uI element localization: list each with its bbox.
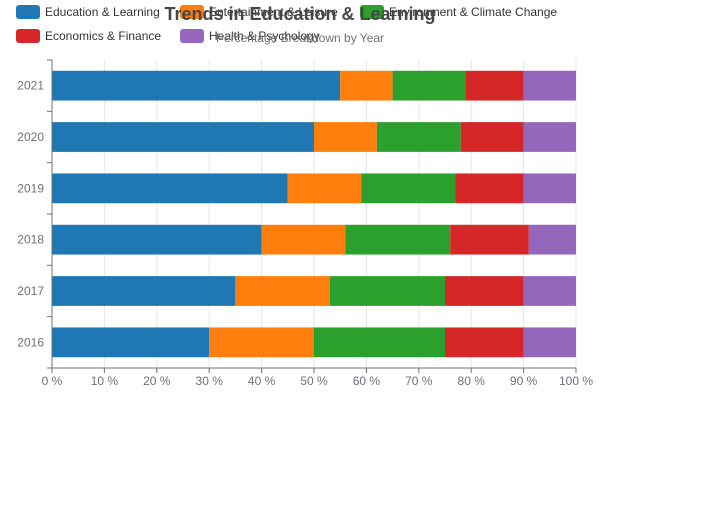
y-tick-label: 2020 (17, 130, 44, 144)
legend-item[interactable]: Economics & Finance (16, 29, 161, 43)
x-tick-label: 0 % (42, 374, 63, 388)
legend-label: Education & Learning (45, 5, 160, 19)
legend: Education & Learning Entertainment & Leis… (16, 5, 557, 43)
x-tick-label: 60 % (353, 374, 381, 388)
y-tick-label: 2021 (17, 79, 44, 93)
bar-segment[interactable] (52, 327, 210, 358)
legend-label: Environment & Climate Change (389, 5, 557, 19)
bar-segment[interactable] (329, 276, 445, 306)
x-tick-label: 20 % (143, 374, 171, 388)
bar-segment[interactable] (340, 70, 393, 101)
bar-segment[interactable] (376, 122, 461, 152)
legend-swatch (16, 5, 40, 19)
y-tick-label: 2019 (17, 181, 44, 195)
chart-subtitle: Percentage Breakdown by Year (216, 31, 384, 45)
legend-item[interactable]: Entertainment & Leisure (180, 5, 338, 19)
legend-label: Economics & Finance (45, 29, 161, 43)
bar-segment[interactable] (528, 224, 576, 255)
bar-segment[interactable] (445, 327, 524, 358)
bar-segment[interactable] (52, 173, 288, 204)
bar-segment[interactable] (445, 276, 524, 306)
bar-segment[interactable] (235, 276, 330, 306)
x-tick-label: 10 % (91, 374, 119, 388)
bar-segment[interactable] (314, 327, 445, 358)
axes: 0 % 10 % 20 % 30 % 40 % 50 % 60 % 70 % 80 % 90 % 1… (17, 59, 593, 388)
x-tick-label: 70 % (405, 374, 433, 388)
legend-swatch (180, 29, 204, 43)
x-tick-label: 40 % (248, 374, 276, 388)
bar-segment[interactable] (52, 70, 341, 101)
bar-segment[interactable] (523, 122, 576, 152)
chart-title: Trends in Education & Learning (164, 4, 435, 24)
bar-segment[interactable] (52, 224, 262, 255)
y-tick-label: 2018 (17, 233, 44, 247)
legend-label: Health & Psychology (209, 29, 320, 43)
x-tick-label: 50 % (300, 374, 328, 388)
legend-item[interactable]: Health & Psychology (180, 29, 320, 43)
bar-segment[interactable] (52, 122, 314, 152)
bar-segment[interactable] (465, 70, 524, 101)
x-tick-label: 80 % (458, 374, 486, 388)
bar-segment[interactable] (460, 122, 524, 152)
x-tick-label: 90 % (510, 374, 538, 388)
bar-segment[interactable] (450, 224, 529, 255)
grid-lines (103, 60, 577, 368)
legend-item[interactable]: Environment & Climate Change (360, 5, 557, 19)
bar-segment[interactable] (455, 173, 524, 204)
legend-swatch (360, 5, 384, 19)
x-tick-label: 30 % (196, 374, 224, 388)
x-tick-label: 100 % (559, 374, 593, 388)
legend-item[interactable]: Education & Learning (16, 5, 160, 19)
legend-swatch (16, 29, 40, 43)
y-tick-label: 2017 (17, 284, 44, 298)
bar-segment[interactable] (52, 276, 236, 306)
bar-segment[interactable] (345, 224, 451, 255)
bar-segment[interactable] (261, 224, 346, 255)
y-tick-label: 2016 (17, 335, 44, 349)
bar-segment[interactable] (209, 327, 314, 358)
bars (52, 70, 576, 358)
bar-segment[interactable] (523, 276, 576, 306)
bar-segment[interactable] (287, 173, 362, 204)
bar-segment[interactable] (361, 173, 456, 204)
bar-segment[interactable] (523, 173, 576, 204)
bar-segment[interactable] (314, 122, 377, 152)
bar-segment[interactable] (523, 70, 576, 101)
legend-label: Entertainment & Leisure (209, 5, 338, 19)
bar-segment[interactable] (392, 70, 466, 101)
bar-segment[interactable] (523, 327, 576, 358)
legend-swatch (180, 5, 204, 19)
